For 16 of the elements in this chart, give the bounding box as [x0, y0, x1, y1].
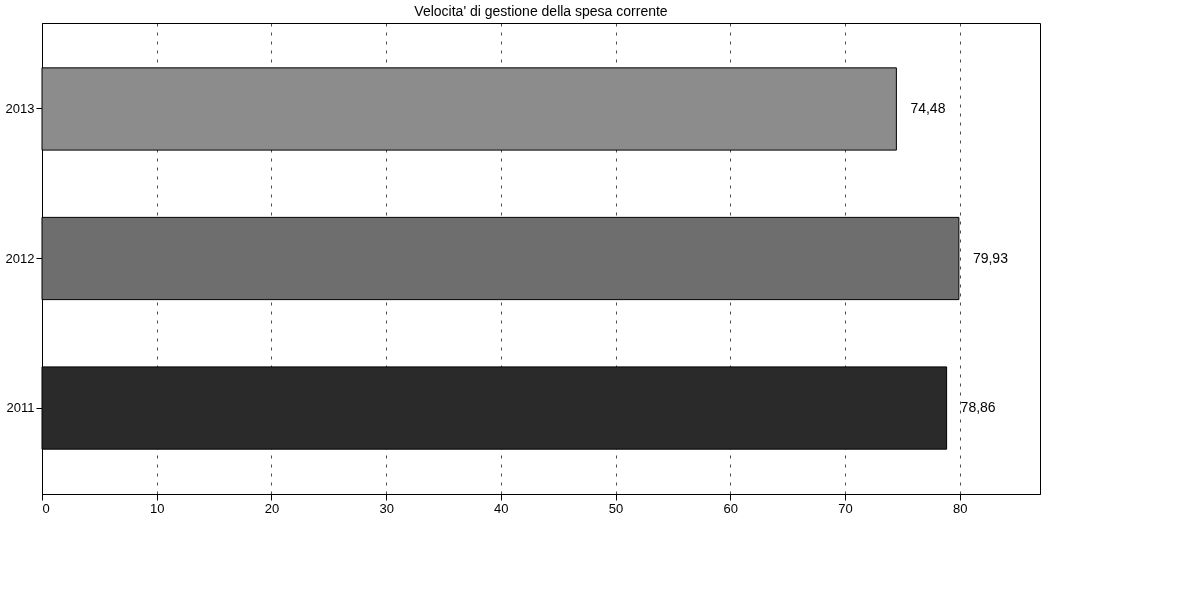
x-tick-label: 20 — [264, 500, 280, 516]
x-tick-label: 50 — [608, 500, 624, 516]
x-tick-label: 60 — [723, 500, 739, 516]
x-tick-label: 0 — [42, 500, 50, 516]
y-tick-label: 2013 — [5, 100, 35, 116]
y-tick-label: 2012 — [5, 250, 35, 266]
x-tick-label: 70 — [838, 500, 853, 516]
chart-title: Velocita' di gestione della spesa corrente — [414, 3, 668, 19]
data-label: 79,93 — [972, 249, 1009, 266]
x-tick-label: 80 — [952, 500, 968, 516]
x-tick-label: 10 — [149, 500, 165, 516]
y-tick-label: 2011 — [6, 400, 35, 416]
x-tick-label: 30 — [379, 500, 394, 516]
x-tick-label: 40 — [494, 500, 509, 516]
data-label: 74,48 — [910, 99, 946, 116]
data-label: 78,86 — [960, 399, 996, 416]
